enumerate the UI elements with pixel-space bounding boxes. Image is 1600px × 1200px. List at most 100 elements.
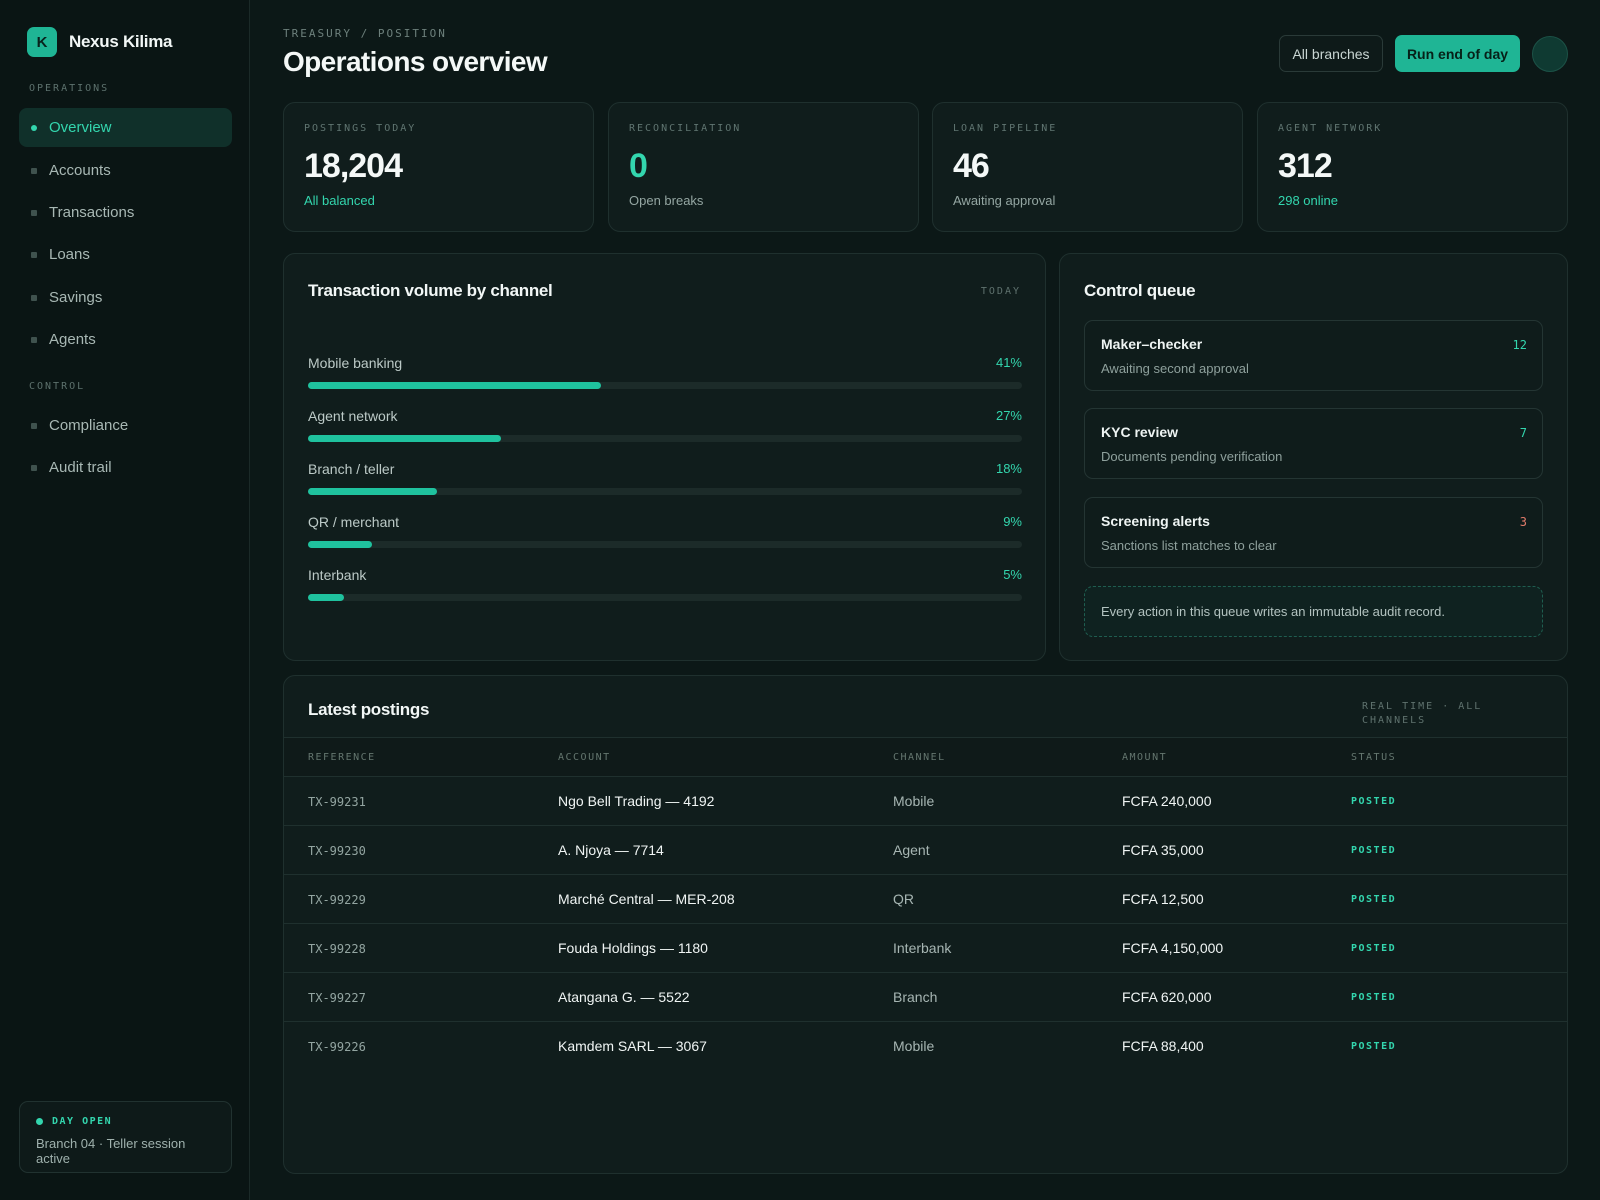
- queue-item-maker-checker[interactable]: Maker–checker Awaiting second approval 1…: [1084, 320, 1543, 391]
- page-title: Operations overview: [283, 46, 548, 77]
- progress-track: [308, 488, 1022, 495]
- kpi-label: LOAN PIPELINE: [953, 123, 1058, 134]
- cell-reference: TX-99230: [308, 844, 366, 858]
- sidebar-item-loans[interactable]: Loans: [19, 235, 232, 274]
- cell-account: Kamdem SARL — 3067: [558, 1038, 707, 1054]
- sidebar-item-compliance[interactable]: Compliance: [19, 406, 232, 445]
- brand[interactable]: K Nexus Kilima: [27, 27, 172, 57]
- day-status-label: DAY OPEN: [52, 1116, 113, 1127]
- sidebar: K Nexus Kilima OPERATIONS Overview Accou…: [0, 0, 250, 1200]
- cell-account: Atangana G. — 5522: [558, 989, 690, 1005]
- active-dot-icon: [31, 124, 37, 131]
- table-row[interactable]: TX-99231 Ngo Bell Trading — 4192 Mobile …: [284, 777, 1567, 826]
- table-row[interactable]: TX-99227 Atangana G. — 5522 Branch FCFA …: [284, 973, 1567, 1022]
- cell-reference: TX-99229: [308, 893, 366, 907]
- status-badge: POSTED: [1351, 943, 1397, 954]
- progress-fill: [308, 541, 373, 548]
- bullet-icon: [31, 464, 37, 471]
- progress-fill: [308, 382, 601, 389]
- cell-account: Marché Central — MER-208: [558, 891, 735, 907]
- queue-item-screening-alerts[interactable]: Screening alerts Sanctions list matches …: [1084, 497, 1543, 568]
- status-badge: POSTED: [1351, 1041, 1397, 1052]
- channel-row: Interbank 5%: [308, 567, 1022, 620]
- sidebar-item-label: Transactions: [49, 204, 135, 221]
- table-row[interactable]: TX-99230 A. Njoya — 7714 Agent FCFA 35,0…: [284, 826, 1567, 875]
- cell-channel: QR: [893, 891, 914, 907]
- run-end-of-day-button[interactable]: Run end of day: [1395, 35, 1520, 72]
- cell-account: Ngo Bell Trading — 4192: [558, 793, 715, 809]
- sidebar-item-audit-trail[interactable]: Audit trail: [19, 448, 232, 487]
- cell-amount: FCFA 4,150,000: [1122, 940, 1224, 956]
- channel-row: QR / merchant 9%: [308, 514, 1022, 567]
- sidebar-item-overview[interactable]: Overview: [19, 108, 232, 147]
- sidebar-item-label: Savings: [49, 289, 103, 306]
- queue-item-subtitle: Documents pending verification: [1101, 449, 1283, 464]
- channel-percent: 5%: [1003, 567, 1022, 582]
- queue-item-kyc-review[interactable]: KYC review Documents pending verificatio…: [1084, 408, 1543, 479]
- nav-section-operations: OPERATIONS: [29, 83, 110, 94]
- queue-item-subtitle: Awaiting second approval: [1101, 361, 1249, 376]
- column-header-reference: REFERENCE: [308, 752, 376, 763]
- column-header-status: STATUS: [1351, 752, 1397, 763]
- table-header: REFERENCE ACCOUNT CHANNEL AMOUNT STATUS: [284, 737, 1567, 777]
- status-dot-icon: [36, 1118, 43, 1125]
- cell-account: A. Njoya — 7714: [558, 842, 664, 858]
- channel-name: Branch / teller: [308, 461, 395, 477]
- latest-postings-panel: Latest postings REAL TIME · ALL CHANNELS…: [283, 675, 1568, 1174]
- sidebar-item-transactions[interactable]: Transactions: [19, 193, 232, 232]
- channel-bars: Mobile banking 41% Agent network 27% Bra…: [308, 355, 1022, 620]
- queue-audit-note: Every action in this queue writes an imm…: [1084, 586, 1543, 637]
- cell-amount: FCFA 240,000: [1122, 793, 1212, 809]
- kpi-sub: Awaiting approval: [953, 193, 1056, 208]
- cell-amount: FCFA 620,000: [1122, 989, 1212, 1005]
- channel-row: Agent network 27%: [308, 408, 1022, 461]
- day-status-text: Branch 04 · Teller session active: [36, 1136, 186, 1166]
- cell-channel: Branch: [893, 989, 938, 1005]
- sidebar-item-accounts[interactable]: Accounts: [19, 151, 232, 190]
- table-row[interactable]: TX-99228 Fouda Holdings — 1180 Interbank…: [284, 924, 1567, 973]
- table-row[interactable]: TX-99226 Kamdem SARL — 3067 Mobile FCFA …: [284, 1022, 1567, 1071]
- queue-title: Control queue: [1084, 281, 1196, 300]
- day-status: DAY OPEN: [36, 1116, 215, 1127]
- sidebar-item-agents[interactable]: Agents: [19, 320, 232, 359]
- postings-title: Latest postings: [308, 700, 430, 719]
- status-badge: POSTED: [1351, 992, 1397, 1003]
- column-header-amount: AMOUNT: [1122, 752, 1168, 763]
- kpi-value: 312: [1278, 147, 1333, 185]
- progress-track: [308, 541, 1022, 548]
- channel-row: Branch / teller 18%: [308, 461, 1022, 514]
- bullet-icon: [31, 251, 37, 258]
- cell-amount: FCFA 35,000: [1122, 842, 1204, 858]
- bullet-icon: [31, 294, 37, 301]
- sidebar-item-savings[interactable]: Savings: [19, 278, 232, 317]
- cell-amount: FCFA 88,400: [1122, 1038, 1204, 1054]
- cell-channel: Mobile: [893, 793, 935, 809]
- channel-name: Agent network: [308, 408, 398, 424]
- nav-section-control: CONTROL: [29, 381, 86, 392]
- kpi-card-agent-network: AGENT NETWORK 312 298 online: [1257, 102, 1568, 232]
- table-body: TX-99231 Ngo Bell Trading — 4192 Mobile …: [284, 777, 1567, 1071]
- bullet-icon: [31, 336, 37, 343]
- queue-item-count: 12: [1512, 338, 1527, 352]
- volume-title: Transaction volume by channel: [308, 281, 553, 300]
- all-branches-button[interactable]: All branches: [1279, 35, 1383, 72]
- queue-item-title: Maker–checker: [1101, 336, 1203, 352]
- column-header-channel: CHANNEL: [893, 752, 946, 763]
- channel-percent: 27%: [995, 408, 1022, 423]
- table-row[interactable]: TX-99229 Marché Central — MER-208 QR FCF…: [284, 875, 1567, 924]
- progress-fill: [308, 594, 344, 601]
- cell-account: Fouda Holdings — 1180: [558, 940, 708, 956]
- day-status-card: DAY OPEN Branch 04 · Teller session acti…: [19, 1101, 232, 1173]
- queue-item-title: KYC review: [1101, 424, 1179, 440]
- queue-item-title: Screening alerts: [1101, 513, 1210, 529]
- avatar[interactable]: [1532, 36, 1568, 72]
- progress-track: [308, 435, 1022, 442]
- queue-item-count: 3: [1519, 515, 1527, 529]
- cell-reference: TX-99226: [308, 1040, 366, 1054]
- bullet-icon: [31, 422, 37, 429]
- brand-logo: K: [27, 27, 57, 57]
- sidebar-item-label: Agents: [49, 331, 96, 348]
- sidebar-item-label: Audit trail: [49, 459, 112, 476]
- progress-fill: [308, 488, 437, 495]
- kpi-value: 18,204: [304, 147, 403, 185]
